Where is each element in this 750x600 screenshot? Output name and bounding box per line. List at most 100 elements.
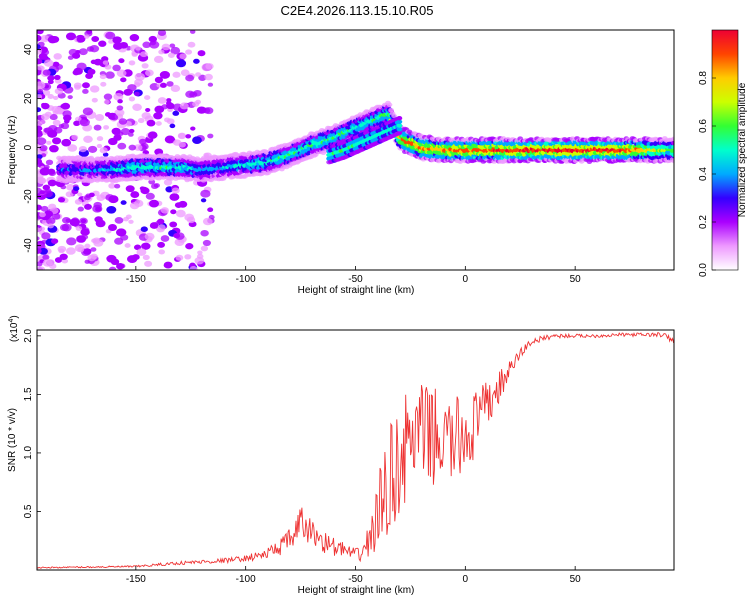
spectrogram-cell	[134, 91, 140, 97]
spectrogram-cell	[77, 192, 83, 197]
spectrogram-cell	[47, 179, 57, 187]
spectrogram-cell	[66, 247, 76, 255]
spectrogram-cell	[140, 51, 148, 58]
spectrogram-cell	[79, 217, 88, 225]
spectrogram-cell	[37, 158, 43, 165]
spectrogram-cell	[128, 128, 135, 134]
spectrogram-cell	[146, 119, 156, 127]
spectrogram-cell	[123, 88, 133, 96]
spectrogram-cell	[39, 119, 46, 125]
spectrogram-cell	[39, 247, 48, 255]
spectrogram-cell	[46, 140, 52, 145]
spectrogram-cell	[671, 140, 674, 146]
spectrogram-cell	[64, 119, 70, 124]
spectrogram-cell	[200, 229, 209, 237]
spectrogram-cell	[42, 69, 51, 76]
spectrogram-cell	[108, 39, 114, 44]
spectrogram-cell	[93, 58, 103, 66]
spectrogram-cell	[142, 41, 151, 49]
spectrogram-cell	[76, 36, 85, 43]
spectrogram-cell	[91, 97, 98, 103]
spectrogram-cell	[140, 187, 150, 195]
spectrogram-cell	[108, 183, 116, 189]
x-tick-label: -50	[348, 574, 363, 585]
spectrogram-cell	[43, 59, 54, 67]
spectrogram-cell	[128, 144, 137, 151]
snr-line-series	[37, 332, 674, 569]
spectrogram-cell	[193, 58, 200, 64]
spectrogram-cell	[39, 226, 46, 231]
spectrogram-cell	[185, 74, 195, 82]
spectrogram-cell	[136, 248, 147, 256]
spectrogram-cell	[99, 147, 108, 154]
spectrogram-y-axis: 40 20 0 -20 -40	[23, 44, 41, 253]
spectrogram-cell	[178, 141, 186, 148]
spectrogram-cell	[66, 237, 77, 246]
spectrogram-cell	[187, 41, 196, 48]
spectrogram-cell	[82, 88, 89, 94]
spectrogram-cell	[37, 58, 43, 65]
colorbar-tick-label: 0.4	[698, 167, 709, 181]
spectrogram-cell	[52, 137, 62, 145]
spectrogram-cell	[84, 203, 92, 210]
spectrogram-cell	[198, 74, 207, 81]
spectrogram-cell	[47, 75, 55, 81]
spectrogram-cell	[42, 89, 51, 96]
spectrogram-cell	[59, 224, 70, 231]
spectrogram-cell	[172, 110, 180, 116]
spectrogram-cell	[75, 225, 83, 231]
spectrogram-cell	[189, 91, 198, 98]
colorbar-tick-label: 0.6	[698, 119, 709, 133]
spectrogram-cell	[175, 209, 186, 218]
spectrogram-cell	[44, 188, 52, 194]
spectrogram-cell	[157, 30, 167, 36]
spectrogram-cell	[37, 248, 42, 254]
spectrogram-cell	[137, 118, 145, 124]
spectrogram-cell	[207, 207, 214, 213]
spectrogram-cell	[141, 63, 149, 69]
spectrogram-cell	[170, 209, 177, 215]
colorbar-tick-label: 0.8	[698, 71, 709, 85]
spectrogram-cell	[82, 82, 90, 89]
spectrogram-cell	[40, 205, 49, 212]
spectrogram-cell	[79, 118, 90, 127]
spectrogram-cell	[119, 41, 129, 49]
snr-multiplier: (x104)	[8, 315, 20, 342]
spectrogram-cell	[157, 241, 166, 248]
spectrogram-cell	[84, 243, 91, 249]
spectrogram-cell	[72, 69, 80, 76]
spectrogram-cell	[671, 136, 674, 141]
colorbar-tick-label: 0.0	[698, 263, 709, 277]
spectrogram-cell	[37, 137, 47, 146]
spectrogram-cells	[37, 30, 674, 270]
spectrogram-cell	[169, 43, 176, 48]
y-tick-label: 1.5	[23, 387, 34, 401]
spectrogram-cell	[185, 49, 193, 55]
spectrogram-cell	[144, 95, 151, 101]
spectrogram-cell	[65, 32, 77, 41]
spectrogram-cell	[142, 254, 150, 261]
spectrogram-cell	[71, 134, 79, 141]
spectrogram-cell	[93, 124, 102, 131]
spectrogram-cell	[671, 152, 674, 157]
spectrogram-cell	[37, 227, 41, 233]
spectrogram-cell	[173, 232, 181, 239]
x-tick-label: -100	[236, 274, 256, 285]
spectrogram-cell	[149, 40, 160, 49]
spectrogram-cell	[83, 135, 93, 143]
spectrogram-cell	[47, 35, 58, 44]
y-tick-label: 2.0	[23, 328, 34, 342]
spectrogram-cell	[148, 199, 160, 208]
spectrogram-cell	[207, 82, 214, 87]
spectrogram-cell	[48, 203, 57, 210]
snr-y-label: SNR (10 * v/v)	[7, 408, 18, 472]
x-tick-label: -150	[126, 274, 146, 285]
spectrogram-cell	[189, 265, 198, 270]
spectrogram-cell	[192, 136, 202, 144]
spectrogram-cell	[37, 94, 43, 100]
spectrogram-cell	[189, 30, 196, 34]
spectrogram-cell	[164, 135, 176, 144]
spectrogram-cell	[87, 68, 96, 75]
spectrogram-cell	[51, 213, 61, 220]
spectrogram-cell	[74, 84, 81, 90]
